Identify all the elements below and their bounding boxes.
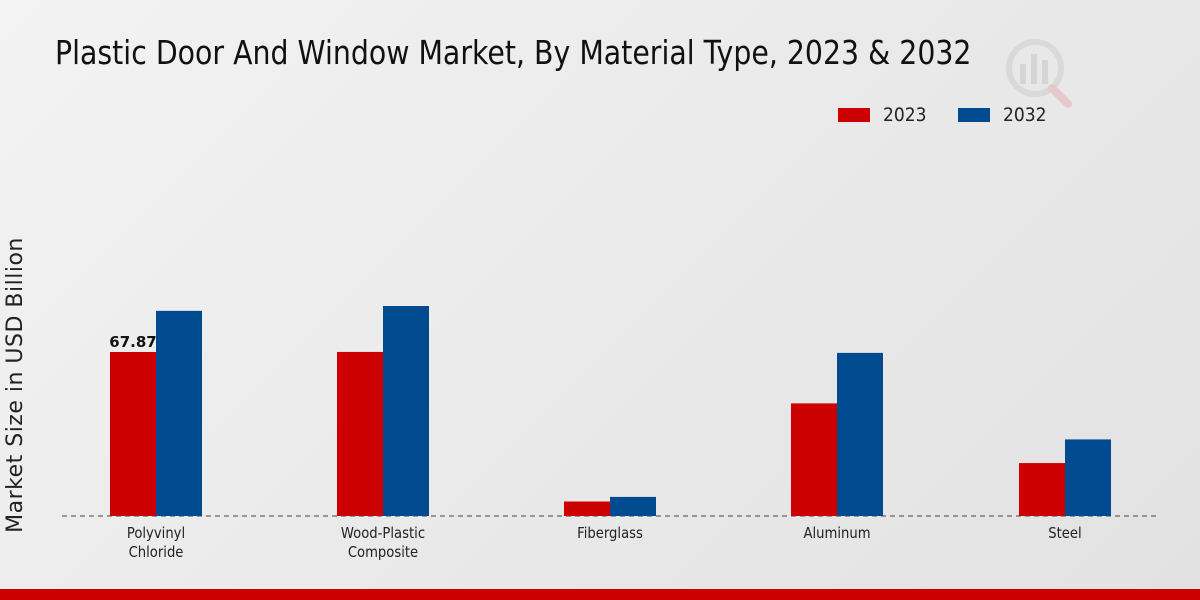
bar-2032-2[interactable] bbox=[610, 496, 656, 516]
chart-title: Plastic Door And Window Market, By Mater… bbox=[55, 33, 972, 72]
bar-2032-4[interactable] bbox=[1065, 439, 1111, 516]
bar-2032-0[interactable] bbox=[156, 310, 202, 516]
bar-2032-1[interactable] bbox=[383, 306, 429, 516]
x-tick-label-2: Fiberglass bbox=[577, 525, 643, 542]
bar-2023-3[interactable] bbox=[791, 403, 837, 516]
bar-2032-3[interactable] bbox=[837, 352, 883, 516]
legend-label-2023: 2023 bbox=[883, 104, 927, 126]
data-label-0: 67.87 bbox=[109, 333, 156, 351]
x-tick-label-0-line0: Polyvinyl bbox=[127, 525, 185, 542]
x-tick-label-0-line1: Chloride bbox=[129, 544, 184, 561]
bar-2023-2[interactable] bbox=[564, 501, 610, 516]
legend-label-2032: 2032 bbox=[1003, 104, 1047, 126]
bottom-accent-bar bbox=[0, 589, 1200, 600]
x-tick-label-1-line0: Wood-Plastic bbox=[341, 525, 425, 542]
x-tick-label-3: Aluminum bbox=[803, 525, 870, 542]
legend-swatch-2032 bbox=[958, 108, 990, 122]
x-tick-label-1-line1: Composite bbox=[348, 544, 418, 561]
logo-watermark-icon bbox=[1006, 39, 1072, 108]
x-tick-label-4: Steel bbox=[1048, 525, 1081, 542]
legend-swatch-2023 bbox=[838, 108, 870, 122]
bar-2023-4[interactable] bbox=[1019, 463, 1065, 516]
bar-2023-1[interactable] bbox=[337, 351, 383, 516]
bar-2023-0[interactable] bbox=[110, 352, 156, 516]
